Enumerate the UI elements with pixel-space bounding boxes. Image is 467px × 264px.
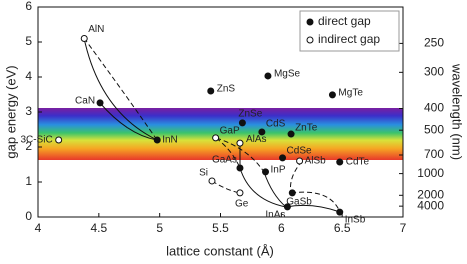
point-label: GaAs — [212, 155, 237, 166]
filled-marker — [279, 154, 287, 162]
point-label: AlSb — [305, 156, 327, 167]
filled-marker — [258, 128, 266, 136]
legend-box — [299, 10, 400, 52]
y2-tick-label: 700 — [424, 147, 444, 161]
point-label: CdTe — [346, 157, 370, 168]
y-axis-title: gap energy (eV) — [3, 65, 18, 158]
x-tick-label: 6 — [278, 221, 285, 235]
y-tick-label: 0 — [25, 209, 32, 223]
point-label: ZnTe — [295, 123, 318, 134]
filled-marker — [288, 189, 296, 197]
x-tick-label: 5 — [156, 221, 163, 235]
point-label: ZnS — [217, 84, 236, 95]
filled-marker — [306, 18, 314, 26]
y-tick-label: 6 — [25, 0, 32, 13]
point-label: CdSe — [287, 145, 312, 156]
point-label: CdS — [266, 119, 286, 130]
filled-marker — [238, 119, 246, 127]
x-tick-label: 4 — [35, 221, 42, 235]
legend-label: indirect gap — [318, 32, 380, 46]
open-marker — [212, 134, 220, 142]
point-label: 3C-SiC — [20, 135, 52, 146]
filled-marker — [96, 99, 104, 107]
legend-label: direct gap — [318, 14, 371, 28]
open-marker — [55, 136, 63, 144]
point-label: GaSb — [286, 196, 312, 207]
x-tick-label: 7 — [400, 221, 407, 235]
filled-marker — [236, 164, 244, 172]
filled-marker — [262, 168, 270, 176]
point-label: CaN — [75, 96, 95, 107]
point-label: InP — [271, 164, 286, 175]
open-marker — [296, 157, 304, 165]
x-tick-label: 6.5 — [334, 221, 351, 235]
filled-marker — [264, 72, 272, 80]
point-label: MgSe — [274, 69, 301, 80]
open-marker — [236, 189, 244, 197]
filled-marker — [287, 130, 295, 138]
open-marker — [306, 36, 314, 44]
visible-band — [38, 108, 403, 160]
y-tick-label: 4 — [25, 69, 32, 83]
filled-marker — [283, 203, 291, 211]
point-label: InAs — [265, 209, 285, 220]
point-label: AlAs — [246, 134, 267, 145]
y-tick-label: 5 — [25, 34, 32, 48]
x-tick-label: 4.5 — [90, 221, 107, 235]
y-tick-label: 2 — [25, 139, 32, 153]
y2-tick-label: 4000 — [417, 198, 444, 212]
point-label: InSb — [345, 215, 366, 226]
y2-tick-label: 300 — [424, 65, 444, 79]
point-label: Ge — [235, 198, 249, 209]
point-label: MgTe — [338, 87, 363, 98]
point-label: GaP — [220, 126, 240, 137]
filled-marker — [207, 87, 215, 95]
y-tick-label: 1 — [25, 174, 32, 188]
point-label: ZnSe — [238, 108, 262, 119]
open-marker — [208, 177, 216, 185]
y2-axis-title: wavelength (nm) — [450, 63, 465, 160]
y-tick-label: 3 — [25, 104, 32, 118]
y2-tick-label: 500 — [424, 122, 444, 136]
point-label: InN — [162, 135, 178, 146]
point-label: Si — [199, 168, 208, 179]
y2-tick-label: 2000 — [417, 187, 444, 201]
filled-marker — [328, 91, 336, 99]
x-tick-label: 5.5 — [212, 221, 229, 235]
point-label: AlN — [88, 24, 104, 35]
y2-tick-label: 250 — [424, 36, 444, 50]
filled-marker — [336, 158, 344, 166]
y2-tick-label: 1000 — [417, 166, 444, 180]
filled-marker — [336, 208, 344, 216]
x-axis-title: lattice constant (Å) — [166, 243, 274, 258]
open-marker — [80, 35, 88, 42]
y2-tick-label: 400 — [424, 101, 444, 115]
open-marker — [236, 139, 244, 147]
filled-marker — [153, 136, 161, 144]
